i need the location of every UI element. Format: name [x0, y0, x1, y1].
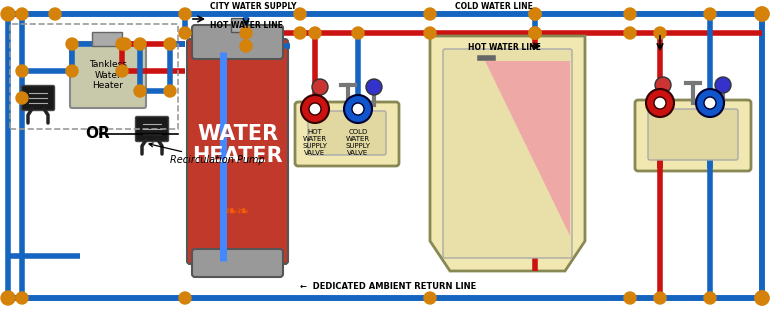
Circle shape [179, 292, 191, 304]
Circle shape [424, 292, 436, 304]
Text: Tankless
Water
Heater: Tankless Water Heater [89, 60, 127, 90]
Circle shape [624, 27, 636, 39]
FancyBboxPatch shape [136, 117, 169, 142]
Circle shape [755, 7, 769, 21]
Circle shape [646, 89, 674, 117]
Circle shape [424, 27, 436, 39]
Circle shape [424, 8, 436, 20]
FancyBboxPatch shape [648, 109, 738, 160]
FancyBboxPatch shape [187, 39, 288, 264]
Circle shape [134, 38, 146, 50]
Circle shape [294, 27, 306, 39]
Circle shape [240, 27, 252, 39]
Text: HOT WATER LINE: HOT WATER LINE [468, 43, 541, 52]
Circle shape [755, 291, 769, 305]
FancyBboxPatch shape [192, 25, 283, 59]
Circle shape [134, 85, 146, 97]
Text: COLD
WATER
SUPPLY
VALVE: COLD WATER SUPPLY VALVE [346, 129, 370, 156]
FancyBboxPatch shape [70, 42, 146, 108]
Circle shape [529, 8, 541, 20]
Circle shape [294, 8, 306, 20]
Circle shape [16, 292, 28, 304]
Polygon shape [485, 61, 570, 236]
Bar [10, 24, 178, 129]
Circle shape [352, 27, 364, 39]
Circle shape [2, 292, 14, 304]
Circle shape [704, 8, 716, 20]
Circle shape [49, 8, 61, 20]
Circle shape [179, 27, 191, 39]
Circle shape [755, 291, 769, 305]
Bar [92, 32, 122, 46]
Circle shape [704, 292, 716, 304]
Circle shape [312, 79, 328, 95]
Circle shape [704, 97, 716, 109]
Circle shape [301, 95, 329, 123]
FancyBboxPatch shape [22, 86, 55, 110]
Text: CITY WATER SUPPLY: CITY WATER SUPPLY [210, 2, 296, 11]
Circle shape [529, 27, 541, 39]
Circle shape [756, 8, 768, 20]
Circle shape [1, 291, 15, 305]
Circle shape [654, 27, 666, 39]
Text: HOT WATER LINE: HOT WATER LINE [210, 21, 283, 30]
Circle shape [715, 77, 731, 93]
Polygon shape [485, 61, 570, 236]
Circle shape [529, 27, 541, 39]
Circle shape [1, 7, 15, 21]
FancyBboxPatch shape [443, 49, 572, 258]
Text: ←  DEDICATED AMBIENT RETURN LINE: ← DEDICATED AMBIENT RETURN LINE [300, 282, 477, 291]
Circle shape [164, 85, 176, 97]
FancyBboxPatch shape [295, 102, 399, 166]
Circle shape [240, 40, 252, 52]
Circle shape [16, 8, 28, 20]
Circle shape [16, 92, 28, 104]
Circle shape [696, 89, 724, 117]
Circle shape [116, 38, 128, 50]
Circle shape [179, 8, 191, 20]
Circle shape [164, 38, 176, 50]
Circle shape [119, 38, 131, 50]
Text: HOT
WATER
SUPPLY
VALVE: HOT WATER SUPPLY VALVE [303, 129, 327, 156]
FancyBboxPatch shape [635, 100, 751, 171]
Polygon shape [430, 36, 585, 271]
Circle shape [352, 103, 364, 115]
Circle shape [654, 292, 666, 304]
Circle shape [309, 27, 321, 39]
Text: Recirculation Pump: Recirculation Pump [149, 143, 265, 165]
FancyBboxPatch shape [308, 111, 386, 155]
Text: HEATER: HEATER [192, 146, 283, 165]
Bar [231, 18, 243, 32]
Text: ❧❧: ❧❧ [225, 203, 250, 219]
Circle shape [66, 38, 78, 50]
Circle shape [309, 103, 321, 115]
Circle shape [654, 97, 666, 109]
Circle shape [116, 65, 128, 77]
Circle shape [16, 65, 28, 77]
Circle shape [344, 95, 372, 123]
Circle shape [624, 292, 636, 304]
Circle shape [655, 77, 671, 93]
Text: OR: OR [85, 127, 110, 142]
Circle shape [529, 8, 541, 20]
Circle shape [366, 79, 382, 95]
FancyBboxPatch shape [192, 249, 283, 277]
Circle shape [624, 8, 636, 20]
Circle shape [756, 292, 768, 304]
Circle shape [66, 65, 78, 77]
Text: WATER: WATER [197, 123, 278, 143]
Text: COLD WATER LINE: COLD WATER LINE [455, 2, 533, 11]
Circle shape [755, 7, 769, 21]
